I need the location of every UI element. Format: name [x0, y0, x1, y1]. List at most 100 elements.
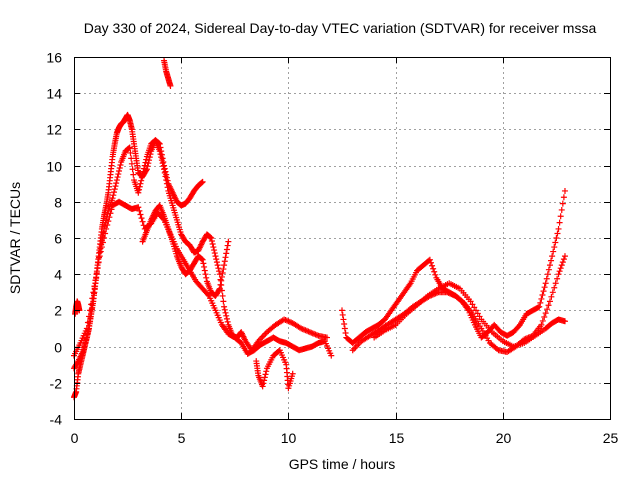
data-point: [342, 330, 349, 337]
data-point: [541, 284, 548, 291]
data-point: [139, 171, 146, 178]
series-trace-f: [253, 347, 296, 392]
data-point: [224, 242, 231, 249]
data-point: [220, 266, 227, 273]
data-point: [145, 160, 152, 167]
data-point: [202, 271, 209, 278]
data-point: [554, 275, 561, 282]
data-point: [471, 304, 478, 311]
data-point: [83, 334, 90, 341]
data-point: [143, 166, 150, 173]
data-point: [223, 312, 230, 319]
data-point: [161, 166, 168, 173]
data-point: [198, 256, 205, 263]
tick-labels: 0 5 10 15 20 25 -4 -2 0 2 4 6 8 10 12 14 16: [46, 50, 618, 447]
data-point: [260, 380, 267, 387]
data-point: [211, 250, 218, 257]
data-point: [559, 200, 566, 207]
data-point: [89, 295, 96, 302]
data-point: [200, 260, 207, 267]
y-tick-label: 12: [46, 122, 62, 138]
data-point: [163, 177, 170, 184]
data-point: [549, 253, 556, 260]
data-point: [552, 280, 559, 287]
y-tick-label: 14: [46, 86, 62, 102]
data-point: [156, 148, 163, 155]
data-point: [223, 315, 230, 322]
data-point: [105, 218, 112, 225]
data-point: [138, 174, 145, 181]
data-point: [143, 156, 150, 163]
data-point: [128, 155, 135, 162]
y-tick-label: 10: [46, 159, 62, 175]
data-point: [88, 301, 95, 308]
data-point: [548, 257, 555, 264]
data-point: [561, 318, 568, 325]
data-point: [289, 370, 296, 377]
data-point: [157, 151, 164, 158]
data-point: [221, 303, 228, 310]
data-point: [110, 192, 117, 199]
series-trace-j: [371, 280, 568, 350]
data-point: [83, 325, 90, 332]
series-trace-i: [349, 253, 568, 356]
data-point: [430, 265, 437, 272]
data-point: [221, 306, 228, 313]
data-point: [543, 275, 550, 282]
data-point: [135, 204, 142, 211]
data-point: [146, 157, 153, 164]
data-point: [558, 262, 565, 269]
series-trace-g: [72, 298, 83, 318]
data-point: [219, 269, 226, 276]
data-point: [222, 254, 229, 261]
data-point: [561, 253, 568, 260]
data-point: [210, 244, 217, 251]
data-point: [341, 320, 348, 327]
data-point: [426, 256, 433, 263]
data-point: [559, 259, 566, 266]
data-point: [135, 189, 142, 196]
data-point: [217, 276, 224, 283]
y-axis-label: SDTVAR / TECUs: [7, 182, 23, 294]
data-point: [212, 253, 219, 260]
data-point: [536, 303, 543, 310]
data-point: [221, 258, 228, 265]
data-point: [476, 313, 483, 320]
x-tick-label: 10: [281, 430, 297, 446]
data-point: [546, 298, 553, 305]
data-point: [129, 166, 136, 173]
x-tick-label: 20: [496, 430, 512, 446]
data-point: [113, 180, 120, 187]
data-point: [108, 206, 115, 213]
data-point: [101, 235, 108, 241]
data-point: [262, 371, 269, 378]
data-point: [431, 268, 438, 275]
data-point: [548, 293, 555, 300]
x-tick-label: 5: [178, 430, 186, 446]
data-point: [136, 183, 143, 190]
data-point: [261, 374, 268, 381]
data-point: [551, 244, 558, 251]
data-point: [141, 165, 148, 172]
data-point: [90, 289, 97, 296]
data-point: [557, 213, 564, 220]
data-point: [219, 292, 226, 299]
grid-lines: [74, 57, 610, 419]
data-point: [127, 149, 134, 156]
y-tick-label: 4: [54, 267, 62, 283]
data-point: [263, 368, 270, 375]
data-point: [544, 306, 551, 313]
data-point: [542, 280, 549, 287]
data-point: [199, 256, 206, 263]
data-point: [164, 184, 171, 191]
data-point: [93, 271, 100, 278]
data-point: [539, 317, 546, 324]
data-point: [328, 352, 335, 359]
data-point: [560, 256, 567, 263]
x-tick-label: 25: [603, 430, 619, 446]
data-point: [552, 239, 559, 246]
data-point: [549, 289, 556, 296]
data-point: [159, 160, 166, 167]
data-point: [84, 319, 91, 326]
